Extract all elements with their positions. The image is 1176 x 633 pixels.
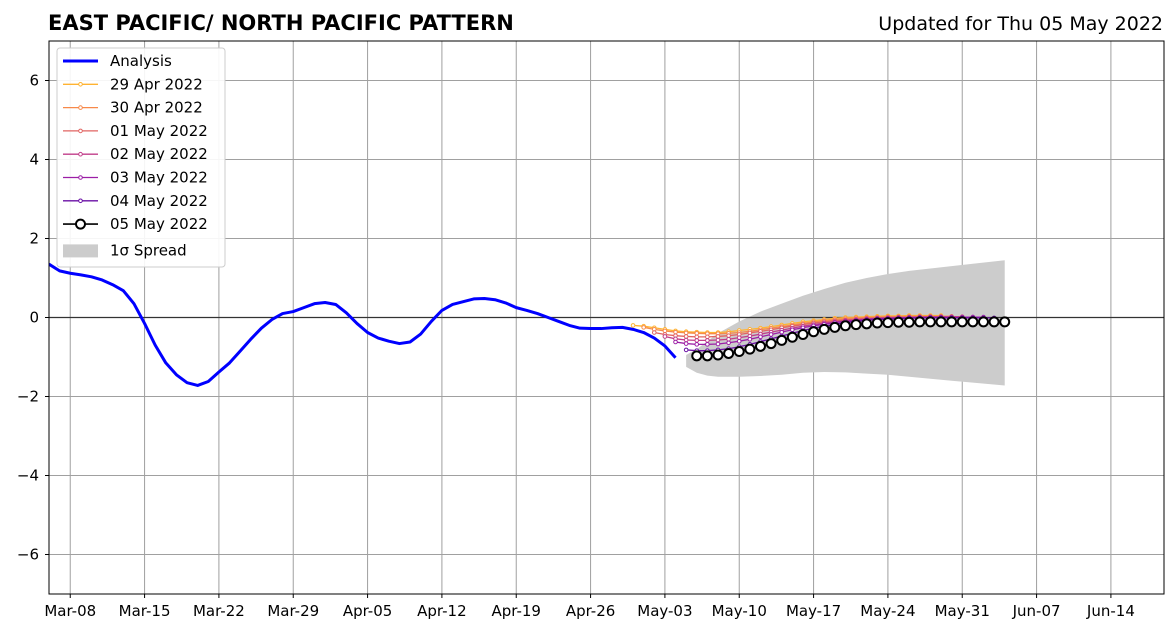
- legend-label: 04 May 2022: [110, 192, 208, 210]
- forecast-point-6: [683, 347, 689, 353]
- forecast-point-4: [694, 338, 700, 343]
- forecast-point-7: [914, 316, 926, 328]
- x-tick-label: Jun-14: [1086, 602, 1135, 620]
- forecast-point-7: [818, 323, 830, 335]
- legend-label: Analysis: [110, 52, 172, 70]
- legend-swatch-marker: [78, 198, 83, 204]
- forecast-point-7: [850, 319, 862, 331]
- legend-label: 1σ Spread: [110, 241, 187, 259]
- legend-swatch-marker: [78, 151, 83, 157]
- x-tick-label: Apr-12: [417, 602, 467, 620]
- forecast-point-5: [779, 329, 785, 335]
- y-tick-label: 2: [29, 230, 39, 248]
- y-tick-label: 0: [29, 309, 39, 327]
- forecast-point-7: [924, 316, 936, 328]
- forecast-point-5: [768, 332, 774, 337]
- forecast-point-5: [715, 341, 721, 347]
- forecast-point-7: [691, 350, 703, 362]
- forecast-point-1: [630, 323, 636, 328]
- x-tick-label: Mar-29: [267, 602, 319, 620]
- legend-label: 29 Apr 2022: [110, 75, 203, 93]
- forecast-point-7: [935, 316, 947, 328]
- x-tick-label: Mar-22: [193, 602, 245, 620]
- forecast-point-3: [651, 330, 657, 335]
- y-tick-label: 4: [29, 151, 39, 169]
- forecast-point-5: [747, 336, 753, 342]
- x-tick-label: May-24: [860, 602, 915, 620]
- forecast-point-2: [641, 325, 646, 330]
- forecast-point-7: [808, 326, 820, 338]
- forecast-point-7: [903, 316, 915, 328]
- axes-frame: [48, 40, 1165, 595]
- forecast-point-7: [829, 321, 841, 333]
- forecast-point-5: [758, 334, 763, 340]
- y-tick-label: −6: [17, 546, 39, 564]
- forecast-point-7: [754, 340, 766, 352]
- legend-label: 30 Apr 2022: [110, 99, 203, 117]
- y-tick-label: −2: [17, 388, 39, 406]
- y-tick-label: 6: [29, 72, 39, 90]
- legend-label: 03 May 2022: [110, 169, 208, 187]
- forecast-point-4: [662, 334, 668, 339]
- forecast-point-5: [726, 340, 731, 346]
- forecast-point-7: [999, 316, 1011, 328]
- legend-label: 05 May 2022: [110, 215, 208, 233]
- x-tick-label: Mar-15: [119, 602, 171, 620]
- forecast-point-7: [712, 349, 724, 361]
- x-tick-label: May-31: [935, 602, 990, 620]
- x-tick-label: May-10: [712, 602, 767, 620]
- x-tick-label: Mar-08: [44, 602, 96, 620]
- x-tick-label: Apr-19: [491, 602, 541, 620]
- forecast-point-7: [723, 347, 735, 359]
- forecast-point-7: [701, 350, 713, 362]
- forecast-point-7: [786, 331, 798, 343]
- forecast-point-7: [956, 316, 968, 328]
- x-tick-label: Jun-07: [1012, 602, 1061, 620]
- forecast-point-5: [673, 339, 678, 345]
- legend-label: 02 May 2022: [110, 145, 208, 163]
- chart-subtitle: Updated for Thu 05 May 2022: [878, 13, 1163, 35]
- forecast-point-7: [733, 345, 745, 357]
- forecast-point-7: [776, 334, 788, 346]
- forecast-point-7: [765, 338, 777, 350]
- legend-label: 01 May 2022: [110, 122, 208, 140]
- legend-swatch-marker: [75, 218, 86, 230]
- x-tick-label: May-17: [786, 602, 841, 620]
- forecast-point-7: [967, 316, 979, 328]
- legend-box: [56, 47, 226, 268]
- forecast-point-4: [705, 338, 710, 343]
- legend-swatch-marker: [78, 105, 83, 110]
- forecast-point-7: [744, 343, 756, 355]
- forecast-point-7: [882, 317, 894, 329]
- forecast-point-7: [946, 316, 958, 328]
- forecast-point-7: [988, 316, 1000, 328]
- forecast-point-5: [736, 338, 742, 344]
- legend: Analysis 29 Apr 2022 30 Apr 2022 01 May 202…: [56, 47, 226, 268]
- forecast-point-7: [871, 317, 883, 329]
- forecast-point-5: [694, 342, 700, 347]
- forecast-point-4: [715, 337, 721, 343]
- plot-area: Mar-08 Mar-15 Mar-22 Mar-29 Apr-05 Apr-12 Apr-…: [17, 40, 1165, 620]
- x-tick-label: May-03: [637, 602, 692, 620]
- forecast-point-7: [861, 318, 873, 330]
- forecast-point-5: [705, 342, 710, 347]
- legend-swatch-marker: [78, 82, 83, 87]
- forecast-point-7: [977, 316, 989, 328]
- legend-swatch-marker: [78, 175, 83, 180]
- data-layer: [49, 260, 1164, 387]
- legend-swatch-spread: [63, 244, 98, 258]
- chart-title: EAST PACIFIC/ NORTH PACIFIC PATTERN: [48, 11, 514, 35]
- forecast-point-7: [797, 328, 809, 340]
- analysis-line: [49, 262, 677, 387]
- forecast-point-7: [839, 320, 851, 332]
- y-tick-label: −4: [17, 467, 39, 485]
- x-tick-label: Apr-05: [343, 602, 393, 620]
- forecast-point-7: [893, 316, 905, 328]
- x-tick-label: Apr-26: [566, 602, 616, 620]
- legend-swatch-marker: [78, 128, 83, 134]
- forecast-point-5: [683, 341, 689, 346]
